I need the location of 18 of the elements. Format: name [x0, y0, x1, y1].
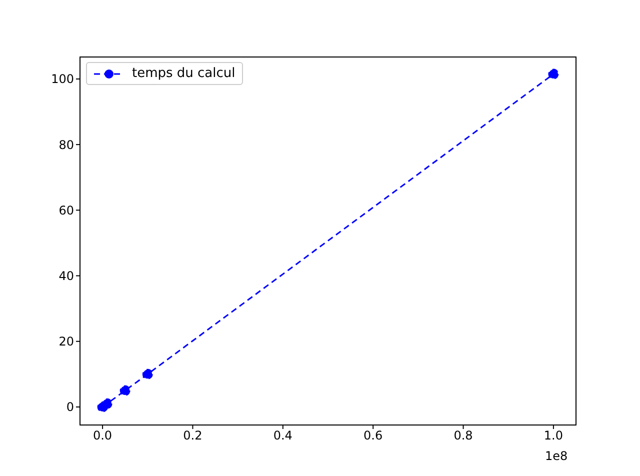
y-tick-label: 100	[51, 72, 74, 86]
x-tick-label: 1.0	[544, 428, 563, 443]
x-tick-label: 0.0	[93, 428, 112, 443]
point	[142, 368, 153, 380]
point	[548, 68, 559, 80]
point	[120, 385, 130, 396]
x-tick-label: 0.4	[273, 428, 292, 443]
y-tick-label: 80	[58, 138, 74, 152]
text: 1e8	[545, 449, 568, 463]
y-tick-label: 60	[58, 203, 74, 218]
legend-label: temps du calcul	[132, 66, 236, 81]
x-tick-label: 0.2	[183, 428, 202, 443]
x-tick-label: 0.6	[364, 428, 383, 443]
x-tick-label: 0.8	[454, 428, 473, 443]
y-tick-label: 0	[66, 400, 74, 414]
point	[102, 398, 112, 409]
y-tick-label: 20	[58, 334, 74, 349]
y-tick-label: 40	[58, 269, 74, 284]
